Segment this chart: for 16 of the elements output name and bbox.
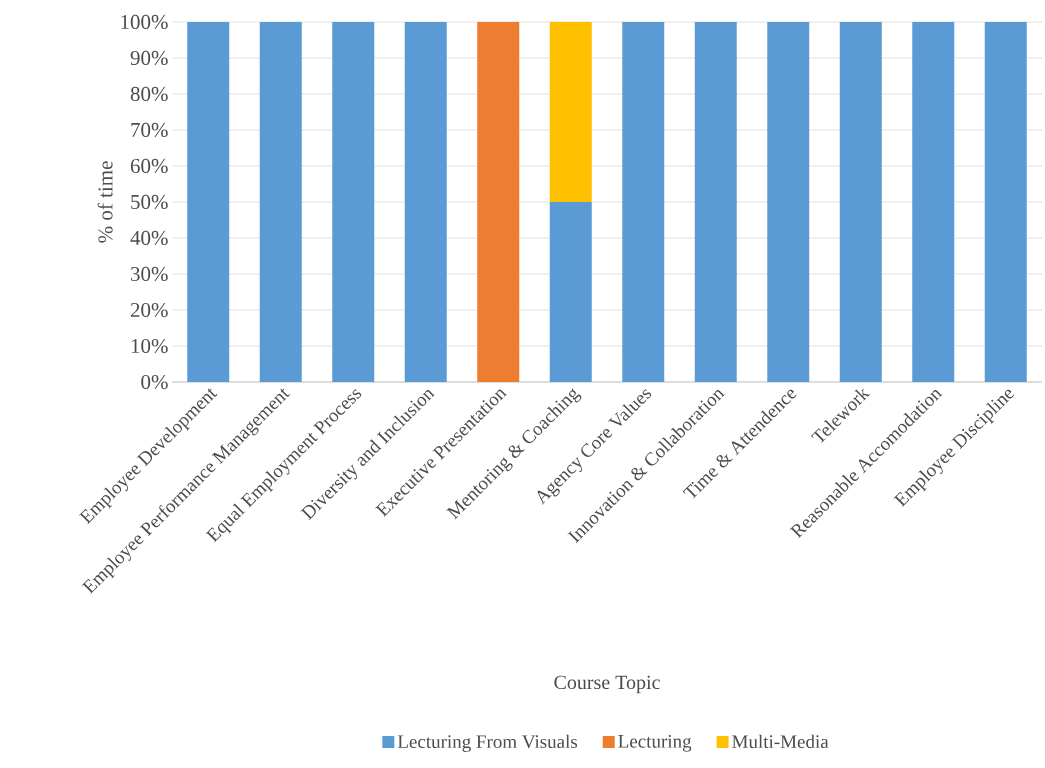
legend-label: Multi-Media bbox=[732, 734, 829, 749]
y-tick-label: 40% bbox=[130, 230, 168, 246]
y-tick-label: 100% bbox=[121, 14, 168, 30]
legend-label: Lecturing From Visuals bbox=[397, 734, 578, 752]
legend-label: Lecturing bbox=[618, 734, 692, 752]
y-tick-label: 70% bbox=[131, 122, 168, 138]
y-tick-label: 80% bbox=[130, 86, 168, 102]
y-tick-label: 90% bbox=[130, 50, 168, 66]
y-tick-label: 20% bbox=[130, 302, 168, 318]
y-tick-label: 60% bbox=[130, 158, 168, 174]
y-axis-title: % of time bbox=[97, 161, 113, 243]
y-tick-label: 0% bbox=[141, 374, 168, 390]
y-tick-label: 50% bbox=[131, 194, 168, 210]
y-tick-label: 10% bbox=[131, 338, 168, 354]
y-tick-label: 30% bbox=[130, 266, 168, 282]
x-axis-title: Course Topic bbox=[554, 675, 660, 694]
